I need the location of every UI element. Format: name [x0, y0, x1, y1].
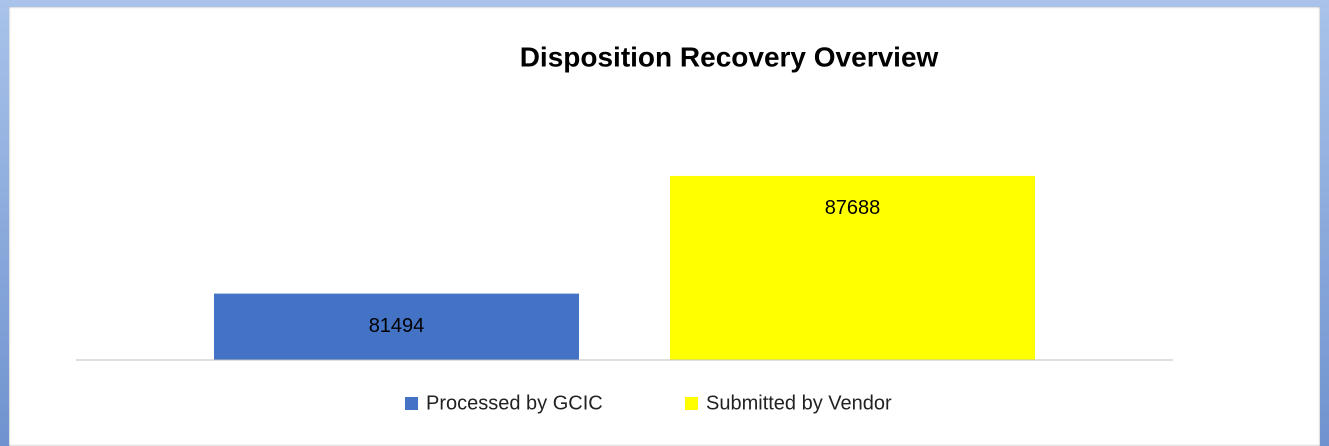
legend-label: Submitted by Vendor — [706, 392, 892, 414]
data-label: 81494 — [369, 315, 425, 337]
legend-label: Processed by GCIC — [426, 392, 603, 414]
chart-area — [9, 7, 1320, 446]
chart-title: Disposition Recovery Overview — [520, 41, 939, 72]
legend-swatch — [405, 397, 418, 410]
legend-swatch — [685, 397, 698, 410]
bar — [214, 293, 579, 360]
bar — [670, 175, 1035, 360]
data-label: 87688 — [825, 197, 881, 219]
